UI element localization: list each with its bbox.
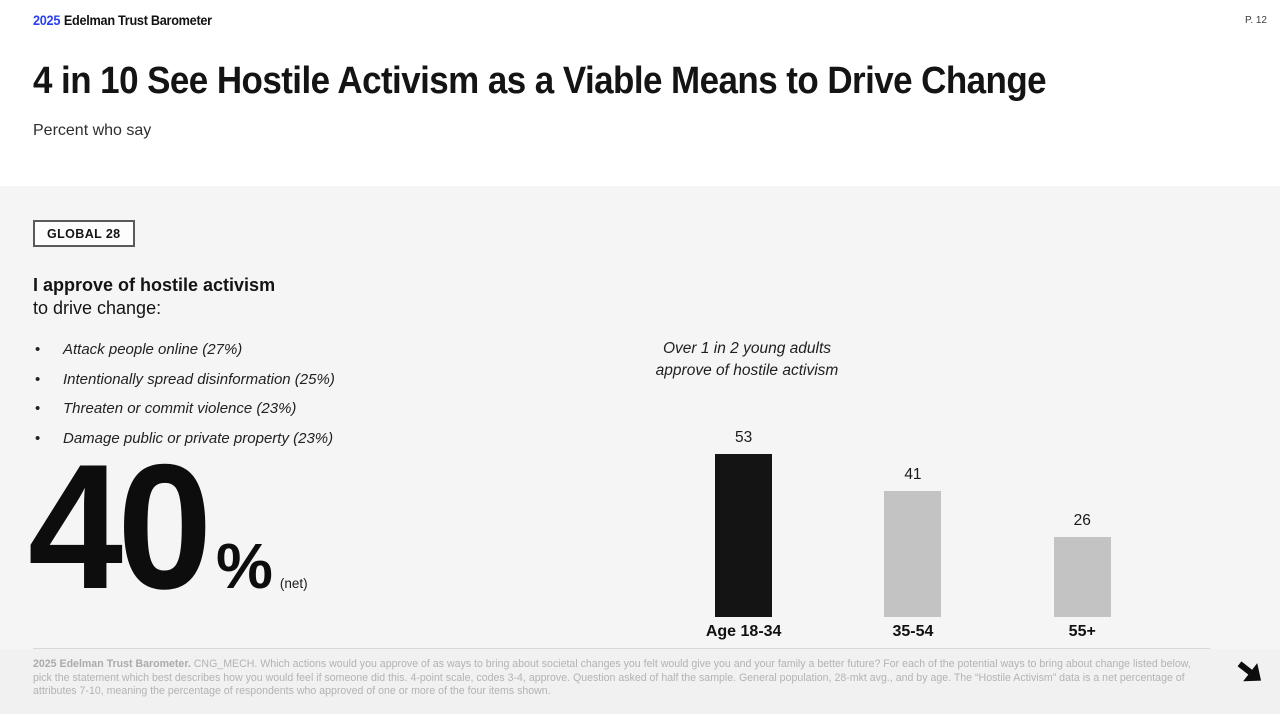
bar-stack: 53 bbox=[715, 425, 773, 617]
bar-value-label: 26 bbox=[1073, 512, 1091, 529]
footer-divider bbox=[33, 648, 1210, 649]
logo-name: Edelman Trust Barometer bbox=[63, 13, 212, 28]
content-panel: GLOBAL 28 I approve of hostile activism … bbox=[0, 186, 1280, 714]
bar bbox=[884, 491, 942, 617]
bar-column: 53 Age 18-34 bbox=[659, 425, 828, 641]
page-title: 4 in 10 See Hostile Activism as a Viable… bbox=[33, 60, 1047, 102]
statement-rest: to drive change: bbox=[33, 298, 162, 318]
list-item: Damage public or private property (23%) bbox=[33, 431, 453, 446]
annotation-line: approve of hostile activism bbox=[655, 362, 839, 379]
annotation-line: Over 1 in 2 young adults bbox=[662, 340, 832, 357]
net-stat-percent: % bbox=[216, 530, 273, 602]
bar bbox=[1053, 537, 1111, 617]
survey-statement: I approve of hostile activism to drive c… bbox=[33, 274, 275, 320]
net-stat: 40% (net) bbox=[28, 427, 308, 626]
bar-category-label: 35-54 bbox=[892, 623, 934, 640]
bar-stack: 41 bbox=[884, 425, 942, 617]
list-item: Attack people online (27%) bbox=[33, 342, 453, 357]
page-number: P. 12 bbox=[1244, 15, 1267, 26]
net-stat-suffix: (net) bbox=[279, 576, 308, 591]
global-28-badge: GLOBAL 28 bbox=[33, 220, 135, 247]
footer-band bbox=[0, 649, 1280, 714]
bar-column: 41 35-54 bbox=[828, 425, 997, 641]
bar-value-label: 53 bbox=[735, 429, 753, 446]
footnote: 2025 Edelman Trust Barometer. CNG_MECH. … bbox=[33, 658, 1211, 699]
bar-chart: 53 Age 18-34 41 35-54 26 55+ bbox=[659, 425, 1167, 641]
statement-bold: I approve of hostile activism bbox=[33, 275, 276, 295]
page-subtitle: Percent who say bbox=[33, 122, 152, 139]
bar-category-label: 55+ bbox=[1068, 623, 1096, 640]
bar-category-label: Age 18-34 bbox=[705, 623, 782, 640]
bar-stack: 26 bbox=[1053, 425, 1111, 617]
footnote-source: 2025 Edelman Trust Barometer. bbox=[33, 658, 191, 670]
hostile-activism-list: Attack people online (27%) Intentionally… bbox=[33, 342, 453, 460]
list-item: Threaten or commit violence (23%) bbox=[33, 401, 453, 416]
bar bbox=[715, 454, 773, 617]
bar-column: 26 55+ bbox=[998, 425, 1167, 641]
arrow-down-right-icon[interactable] bbox=[1228, 650, 1273, 695]
logo-year: 2025 bbox=[33, 13, 61, 28]
edelman-logo: 2025 Edelman Trust Barometer bbox=[33, 13, 212, 28]
chart-annotation: Over 1 in 2 young adults approve of host… bbox=[628, 338, 866, 382]
footnote-text: CNG_MECH. Which actions would you approv… bbox=[33, 658, 1191, 697]
net-stat-value: 40 bbox=[28, 427, 212, 626]
list-item: Intentionally spread disinformation (25%… bbox=[33, 372, 453, 387]
bar-value-label: 41 bbox=[904, 466, 922, 483]
